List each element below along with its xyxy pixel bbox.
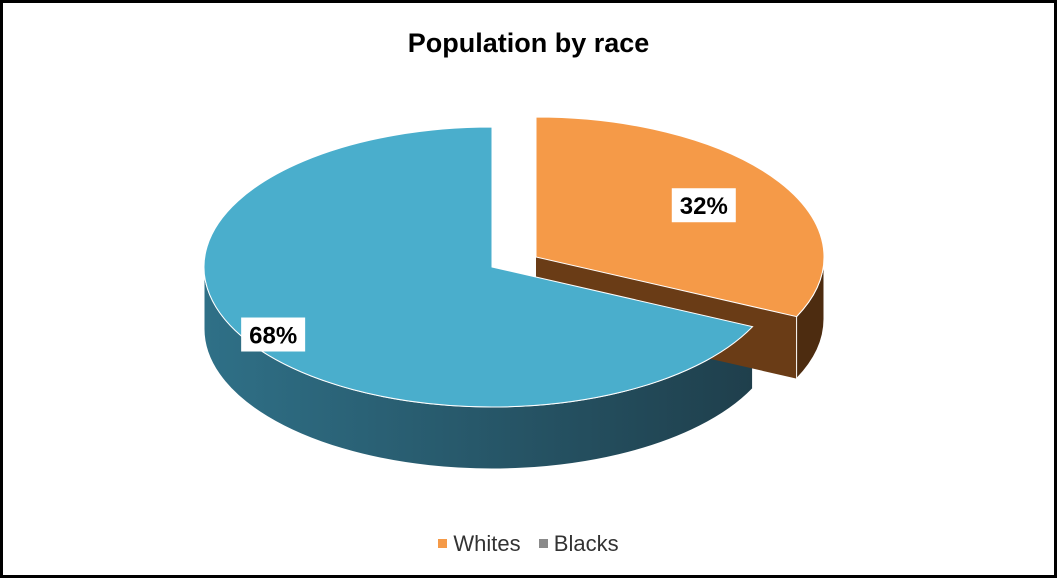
chart-legend: Whites Blacks [0,528,1057,557]
chart-title: Population by race [407,28,650,58]
data-label-blacks-bg [241,317,306,352]
data-label-whites: 32% [680,193,728,220]
legend-item-blacks: Blacks [538,530,619,557]
data-label-blacks: 68% [249,323,297,350]
legend-swatch-whites [438,539,448,548]
legend-label-blacks: Blacks [553,530,619,556]
legend-label-whites: Whites [453,530,521,556]
legend-item-whites: Whites [438,530,521,557]
data-label-whites-bg [671,188,736,223]
legend-swatch-blacks [538,539,548,548]
